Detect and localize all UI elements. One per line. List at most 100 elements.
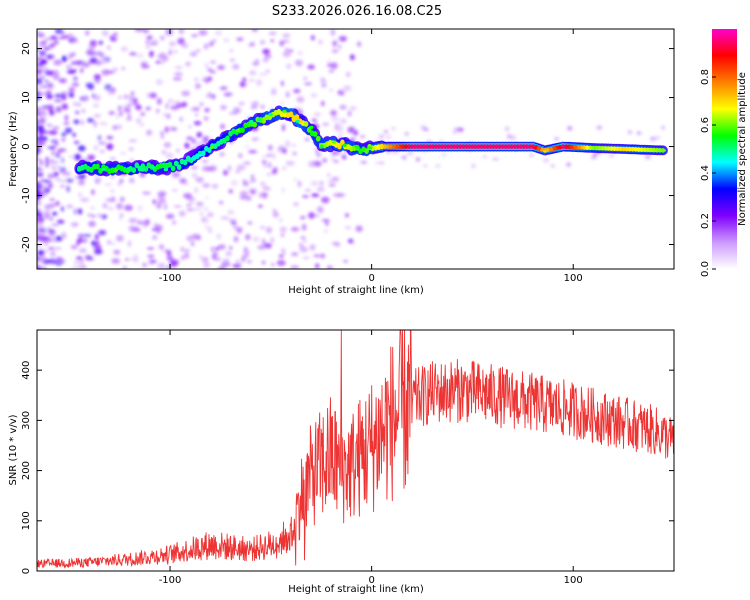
spectrogram-ridge-core	[266, 115, 271, 118]
spectrogram-noise-blob	[94, 233, 99, 241]
spectrogram-noise-blob	[212, 251, 218, 257]
colorbar-tick-label: 0.0	[700, 261, 711, 277]
spectrogram-noise-blob	[257, 245, 266, 250]
spectrogram-noise-blob	[173, 128, 177, 131]
spectrogram-noise-blob	[311, 118, 318, 123]
spectrogram-noise-blob	[50, 35, 58, 40]
spectrogram-scatter-layer	[37, 29, 665, 269]
spectrogram-noise-blob	[384, 130, 388, 134]
spectrogram-noise-blob	[54, 40, 59, 44]
spectrogram-noise-blob	[379, 161, 385, 165]
spectrogram-noise-blob	[41, 188, 45, 195]
spectrogram-ridge-core	[661, 149, 667, 152]
x-tick-label: 100	[564, 273, 583, 284]
spectrogram-noise-blob	[156, 202, 162, 209]
spectrogram-noise-blob	[64, 114, 69, 122]
spectrogram-noise-blob	[177, 37, 185, 45]
spectrogram-noise-blob	[554, 137, 560, 141]
spectrogram-noise-blob	[330, 62, 338, 70]
spectrogram-noise-blob	[250, 106, 257, 109]
spectrogram-noise-blob	[279, 101, 286, 105]
spectrogram-ridge-core	[488, 145, 493, 148]
spectrogram-noise-blob	[143, 191, 147, 195]
spectrogram-noise-blob	[58, 219, 63, 224]
spectrogram-noise-blob	[337, 44, 342, 50]
spectrogram-noise-blob	[221, 261, 231, 267]
spectrogram-noise-blob	[650, 136, 656, 142]
spectrogram-noise-blob	[59, 179, 67, 183]
spectrogram-noise-blob	[106, 143, 114, 150]
spectrogram-noise-blob	[211, 183, 219, 189]
spectrogram-noise-blob	[292, 151, 297, 156]
spectrogram-ridge-core	[460, 145, 465, 148]
spectrogram-noise-blob	[232, 263, 242, 268]
spectrogram-noise-blob	[37, 62, 42, 68]
spectrogram-noise-blob	[208, 41, 214, 47]
spectrogram-noise-blob	[37, 263, 40, 267]
spectrogram-noise-blob	[112, 67, 119, 73]
spectrogram-noise-blob	[185, 61, 192, 67]
spectrogram-noise-blob	[157, 262, 166, 269]
spectrogram-noise-blob	[163, 203, 168, 211]
spectrogram-noise-blob	[61, 103, 68, 110]
spectrogram-noise-blob	[319, 80, 328, 83]
spectrogram-noise-blob	[250, 178, 254, 184]
spectrogram-ridge-core	[323, 142, 328, 146]
spectrogram-noise-blob	[188, 125, 192, 129]
spectrogram-noise-blob	[201, 216, 207, 222]
spectrogram-ridge-core	[383, 145, 388, 148]
spectrogram-noise-blob	[453, 127, 461, 131]
spectrogram-noise-blob	[272, 152, 276, 160]
spectrogram-ridge-highlight	[210, 145, 215, 149]
spectrogram-noise-blob	[70, 244, 78, 250]
spectrogram-noise-blob	[260, 225, 265, 230]
spectrogram-noise-blob	[146, 129, 153, 136]
spectrogram-noise-blob	[596, 125, 603, 130]
spectrogram-noise-blob	[204, 78, 210, 84]
spectrogram-noise-blob	[128, 93, 135, 100]
spectrogram-ridge-segment	[240, 127, 245, 133]
spectrogram-ridge-core	[649, 148, 654, 152]
spectrogram-noise-blob	[99, 150, 105, 153]
spectrogram-noise-blob	[228, 219, 237, 223]
spectrogram-noise-blob	[220, 105, 227, 110]
spectrogram-ridge-core	[573, 145, 578, 149]
spectrogram-noise-blob	[201, 256, 209, 263]
spectrogram-noise-blob	[452, 131, 458, 134]
snr-panel: -100 0 100 0 100 200 300 400 Height of straigh…	[8, 329, 675, 595]
spectrogram-noise-blob	[316, 152, 322, 158]
spectrogram-noise-blob	[218, 266, 226, 269]
spectrogram-noise-blob	[252, 61, 260, 66]
spectrogram-noise-blob	[37, 221, 41, 228]
spectrogram-noise-blob	[83, 238, 88, 244]
spectrogram-noise-blob	[135, 53, 145, 59]
spectrogram-noise-blob	[265, 70, 270, 73]
spectrogram-ridge-core	[520, 145, 525, 148]
spectrogram-ridge-core	[435, 145, 441, 148]
spectrogram-noise-blob	[195, 113, 199, 117]
spectrogram-noise-blob	[41, 40, 47, 45]
spectrogram-noise-blob	[183, 193, 193, 199]
spectrogram-noise-blob	[385, 135, 391, 139]
spectrogram-noise-blob	[132, 97, 138, 104]
spectrogram-noise-blob	[320, 77, 326, 81]
spectrogram-noise-blob	[124, 258, 130, 261]
spectrogram-ridge-core	[375, 146, 380, 149]
spectrogram-noise-blob	[51, 223, 60, 227]
spectrogram-ridge-highlight	[77, 168, 82, 172]
spectrogram-noise-blob	[165, 113, 171, 119]
spectrogram-noise-blob	[129, 177, 135, 184]
spectrogram-noise-blob	[115, 235, 124, 242]
spectrogram-noise-blob	[331, 115, 339, 122]
spectrogram-noise-blob	[164, 126, 169, 133]
spectrogram-noise-blob	[82, 95, 89, 102]
spectrogram-noise-blob	[482, 155, 487, 158]
spectrogram-noise-blob	[156, 53, 165, 60]
spectrogram-ridge-highlight	[236, 128, 241, 132]
spectrogram-noise-blob	[195, 177, 204, 183]
spectrogram-noise-blob	[241, 255, 246, 263]
spectrogram-noise-blob	[55, 201, 60, 206]
spectrogram-noise-blob	[47, 83, 53, 88]
spectrogram-noise-blob	[352, 131, 358, 136]
spectrogram-noise-blob	[272, 211, 279, 218]
